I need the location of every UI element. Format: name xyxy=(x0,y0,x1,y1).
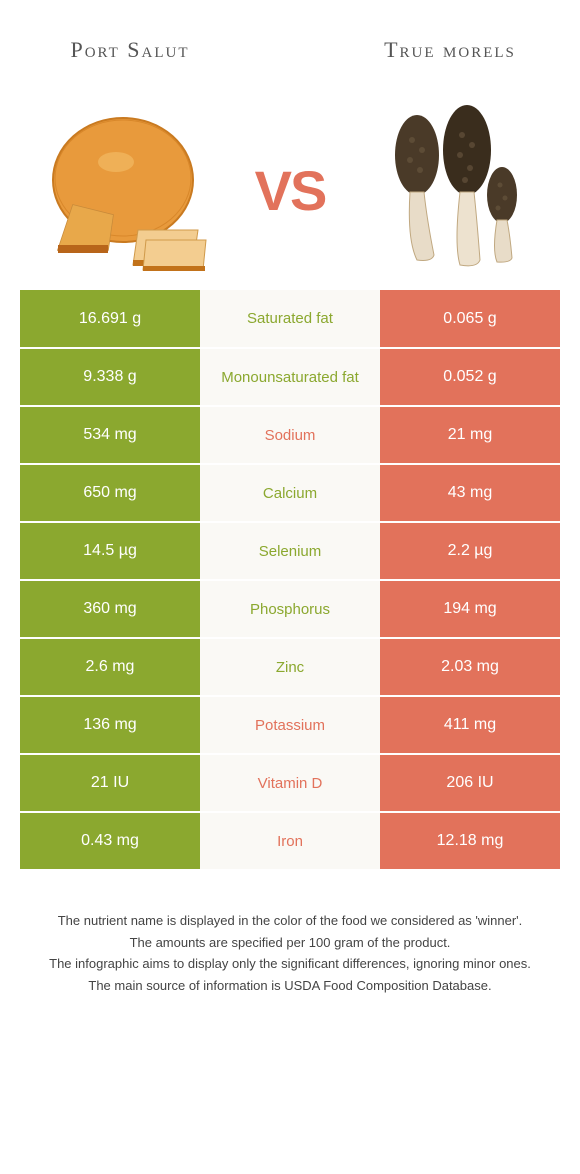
left-value-cell: 9.338 g xyxy=(20,348,200,406)
nutrient-label-cell: Potassium xyxy=(200,696,380,754)
right-value-cell: 194 mg xyxy=(380,580,560,638)
nutrient-label-cell: Saturated fat xyxy=(200,290,380,348)
footer-notes: The nutrient name is displayed in the co… xyxy=(0,911,580,995)
nutrient-label-cell: Zinc xyxy=(200,638,380,696)
nutrient-label-cell: Calcium xyxy=(200,464,380,522)
right-value-cell: 21 mg xyxy=(380,406,560,464)
table-row: 360 mgPhosphorus194 mg xyxy=(20,580,560,638)
left-value-cell: 650 mg xyxy=(20,464,200,522)
footer-line: The amounts are specified per 100 gram o… xyxy=(30,933,550,953)
footer-line: The infographic aims to display only the… xyxy=(30,954,550,974)
nutrition-table: 16.691 gSaturated fat0.065 g9.338 gMonou… xyxy=(20,290,560,871)
table-row: 0.43 mgIron12.18 mg xyxy=(20,812,560,870)
left-value-cell: 2.6 mg xyxy=(20,638,200,696)
right-value-cell: 0.052 g xyxy=(380,348,560,406)
right-food-title: True morels xyxy=(350,37,550,63)
right-value-cell: 206 IU xyxy=(380,754,560,812)
nutrient-label-cell: Iron xyxy=(200,812,380,870)
right-value-cell: 0.065 g xyxy=(380,290,560,348)
left-value-cell: 21 IU xyxy=(20,754,200,812)
left-value-cell: 0.43 mg xyxy=(20,812,200,870)
table-row: 14.5 µgSelenium2.2 µg xyxy=(20,522,560,580)
table-row: 534 mgSodium21 mg xyxy=(20,406,560,464)
right-value-cell: 411 mg xyxy=(380,696,560,754)
table-row: 136 mgPotassium411 mg xyxy=(20,696,560,754)
footer-line: The nutrient name is displayed in the co… xyxy=(30,911,550,931)
vs-label: VS xyxy=(255,158,326,223)
left-value-cell: 534 mg xyxy=(20,406,200,464)
footer-line: The main source of information is USDA F… xyxy=(30,976,550,996)
left-food-title: Port Salut xyxy=(30,37,230,63)
table-row: 21 IUVitamin D206 IU xyxy=(20,754,560,812)
nutrient-label-cell: Sodium xyxy=(200,406,380,464)
table-row: 650 mgCalcium43 mg xyxy=(20,464,560,522)
left-value-cell: 16.691 g xyxy=(20,290,200,348)
nutrient-label-cell: Selenium xyxy=(200,522,380,580)
table-row: 9.338 gMonounsaturated fat0.052 g xyxy=(20,348,560,406)
right-value-cell: 2.03 mg xyxy=(380,638,560,696)
left-value-cell: 136 mg xyxy=(20,696,200,754)
left-value-cell: 14.5 µg xyxy=(20,522,200,580)
right-value-cell: 2.2 µg xyxy=(380,522,560,580)
table-row: 2.6 mgZinc2.03 mg xyxy=(20,638,560,696)
right-value-cell: 43 mg xyxy=(380,464,560,522)
nutrient-label-cell: Vitamin D xyxy=(200,754,380,812)
left-food-image xyxy=(38,100,218,280)
left-value-cell: 360 mg xyxy=(20,580,200,638)
images-row: VS xyxy=(0,90,580,290)
header: Port Salut True morels xyxy=(0,0,580,90)
nutrient-label-cell: Phosphorus xyxy=(200,580,380,638)
table-row: 16.691 gSaturated fat0.065 g xyxy=(20,290,560,348)
right-value-cell: 12.18 mg xyxy=(380,812,560,870)
right-food-image xyxy=(362,100,542,280)
nutrient-label-cell: Monounsaturated fat xyxy=(200,348,380,406)
